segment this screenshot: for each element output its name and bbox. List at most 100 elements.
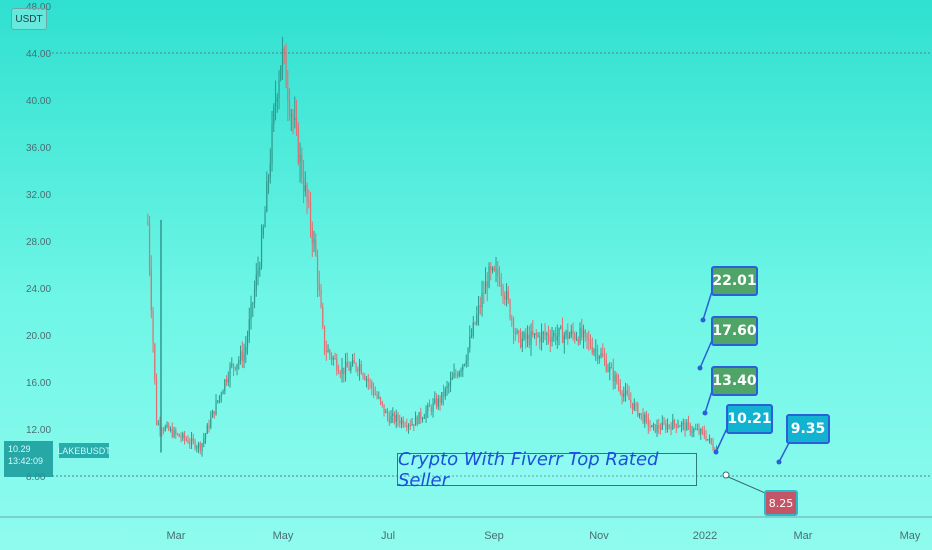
candle-body (248, 319, 250, 337)
callout-anchor (713, 449, 719, 455)
candle-body (308, 200, 310, 203)
candle-body (654, 424, 656, 433)
candle-body (530, 331, 532, 346)
candle-body (225, 379, 228, 382)
promo-text: Crypto With Fiverr Top Rated Seller (398, 448, 659, 491)
candle-body (341, 367, 343, 375)
candle-body (491, 267, 494, 271)
candle-body (523, 332, 525, 339)
candle-body (231, 363, 233, 366)
candle-body (245, 346, 247, 354)
candle-body (502, 286, 504, 296)
candle-body (432, 402, 434, 412)
candle-body (378, 397, 380, 399)
candle-body (306, 185, 308, 201)
currency-badge[interactable]: USDT (11, 8, 47, 30)
candle-body (448, 385, 450, 387)
candle-body (686, 422, 688, 431)
target-callout[interactable]: 22.01 (711, 266, 758, 296)
candle-body (588, 338, 590, 341)
y-tick-label: 24.00 (26, 284, 51, 295)
target-label: 10.21 (727, 411, 772, 427)
candle-body (434, 398, 436, 403)
candle-body (607, 370, 609, 372)
candle-body (290, 114, 292, 116)
stop-callout[interactable]: 8.25 (764, 490, 798, 516)
candle-body (463, 364, 466, 366)
candle-body (323, 326, 326, 352)
candle-body (519, 333, 522, 348)
candle-body (253, 289, 256, 303)
candle-body (262, 227, 264, 236)
candle-body (346, 362, 348, 368)
candle-body (490, 266, 492, 271)
target-callout[interactable]: 9.35 (786, 414, 830, 444)
candle-body (304, 185, 306, 192)
candle-body (218, 395, 221, 401)
candle-body (386, 411, 389, 418)
candle-body (477, 305, 480, 315)
candle-body (343, 367, 345, 375)
candle-body (694, 428, 697, 430)
candle-body (551, 336, 553, 342)
candle-body (640, 413, 642, 415)
candle-body (609, 366, 611, 371)
candle-body (554, 332, 557, 341)
candle-body (190, 438, 193, 444)
target-callout[interactable]: 10.21 (726, 404, 773, 434)
candle-body (161, 429, 163, 431)
candle-body (420, 412, 422, 419)
candle-body (332, 357, 334, 360)
candle-body (227, 378, 229, 382)
candle-body (238, 360, 240, 365)
candle-body (316, 255, 319, 284)
candle-body (614, 374, 616, 382)
candle-body (203, 438, 205, 444)
candle-body (635, 403, 637, 405)
candle-body (600, 353, 602, 357)
candle-body (444, 388, 446, 397)
candle-body (481, 293, 483, 308)
candle-body (532, 331, 534, 335)
candle-body (535, 333, 537, 336)
candle-body (344, 362, 347, 375)
candle-body (675, 424, 677, 428)
candle-body (187, 440, 189, 443)
candle-body (505, 290, 508, 300)
candle-body (348, 367, 350, 371)
candle-body (504, 295, 506, 300)
candle-body (372, 388, 375, 394)
x-tick-label: May (273, 530, 294, 542)
candle-body (421, 418, 424, 420)
candle-body (350, 365, 352, 371)
candle-body (474, 322, 476, 324)
candle-body (280, 65, 282, 81)
candle-body (610, 366, 613, 368)
stop-label: 8.25 (768, 496, 794, 510)
target-callout[interactable]: 13.40 (711, 366, 758, 396)
candle-body (680, 423, 683, 427)
candle-body (260, 235, 263, 268)
candle-body (621, 392, 623, 397)
target-callout[interactable]: 17.60 (711, 316, 758, 346)
candle-body (665, 423, 667, 430)
candle-body (215, 401, 217, 415)
candle-body (539, 335, 541, 343)
candle-body (330, 354, 333, 360)
candle-body (353, 360, 355, 364)
candle-body (266, 181, 268, 212)
candle-body (383, 404, 385, 413)
candle-body (425, 410, 427, 418)
candle-body (329, 350, 331, 355)
candle-body (553, 332, 555, 337)
candle-body (565, 330, 567, 336)
candle-body (180, 436, 182, 439)
candle-body (518, 330, 520, 334)
candle-body (336, 358, 338, 371)
candle-body (162, 430, 165, 432)
candle-body (467, 348, 469, 361)
candle-body (194, 440, 196, 449)
candle-body (435, 398, 438, 407)
